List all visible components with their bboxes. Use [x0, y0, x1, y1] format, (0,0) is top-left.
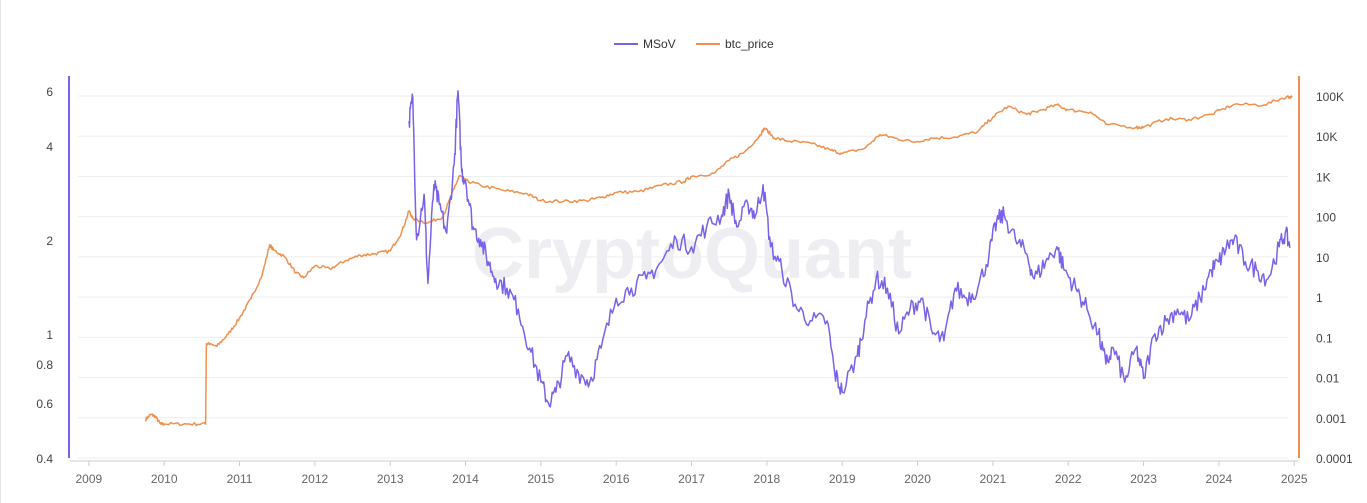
x-tick-label: 2025 [1281, 472, 1308, 486]
left-tick-label: 4 [46, 140, 53, 154]
right-tick-label: 0.1 [1316, 331, 1333, 345]
legend-item-msov[interactable]: MSoV [614, 37, 676, 51]
watermark: CryptoQuant [472, 214, 912, 294]
x-tick-label: 2022 [1055, 472, 1082, 486]
left-tick-label: 0.6 [36, 397, 53, 411]
right-axis: 100K 10K 1K 100 10 1 0.1 0.01 0.001 0.0001 [1298, 76, 1353, 466]
series-line-msov [408, 90, 1291, 408]
x-tick-label: 2015 [528, 472, 555, 486]
legend: MSoV btc_price [614, 37, 774, 51]
legend-item-btc-price[interactable]: btc_price [696, 37, 774, 51]
series-layer [144, 90, 1293, 427]
left-tick-label: 0.4 [36, 452, 53, 466]
x-tick-label: 2018 [754, 472, 781, 486]
left-tick-label: 1 [46, 328, 53, 342]
right-tick-label: 100 [1316, 211, 1336, 225]
grid [78, 95, 1288, 459]
x-tick-label: 2013 [377, 472, 404, 486]
x-axis: 2009 2010 2011 2012 2013 2014 2015 2016 2017 2018… [70, 460, 1308, 486]
right-tick-label: 0.0001 [1316, 452, 1353, 466]
x-tick-label: 2024 [1206, 472, 1233, 486]
left-axis: 6 4 2 1 0.8 0.6 0.4 [36, 76, 70, 466]
legend-label-btc-price: btc_price [725, 37, 774, 51]
left-tick-label: 2 [46, 234, 53, 248]
right-tick-label: 0.01 [1316, 372, 1340, 386]
x-tick-label: 2014 [452, 472, 479, 486]
right-tick-label: 1 [1316, 291, 1323, 305]
x-tick-label: 2023 [1130, 472, 1157, 486]
x-tick-label: 2011 [227, 472, 253, 486]
x-tick-label: 2009 [75, 472, 102, 486]
right-tick-label: 10K [1316, 130, 1337, 144]
right-tick-label: 100K [1316, 90, 1344, 104]
right-tick-label: 0.001 [1316, 412, 1346, 426]
x-tick-label: 2020 [904, 472, 931, 486]
x-tick-label: 2021 [980, 472, 1007, 486]
right-tick-label: 10 [1316, 251, 1330, 265]
x-tick-label: 2019 [829, 472, 856, 486]
x-tick-label: 2012 [301, 472, 328, 486]
x-tick-label: 2017 [678, 472, 705, 486]
left-tick-label: 6 [46, 85, 53, 99]
x-tick-label: 2016 [603, 472, 630, 486]
series-line-btc-price [144, 95, 1293, 427]
x-tick-label: 2010 [151, 472, 178, 486]
left-tick-label: 0.8 [36, 358, 53, 372]
legend-label-msov: MSoV [643, 37, 676, 51]
right-tick-label: 1K [1316, 170, 1331, 184]
